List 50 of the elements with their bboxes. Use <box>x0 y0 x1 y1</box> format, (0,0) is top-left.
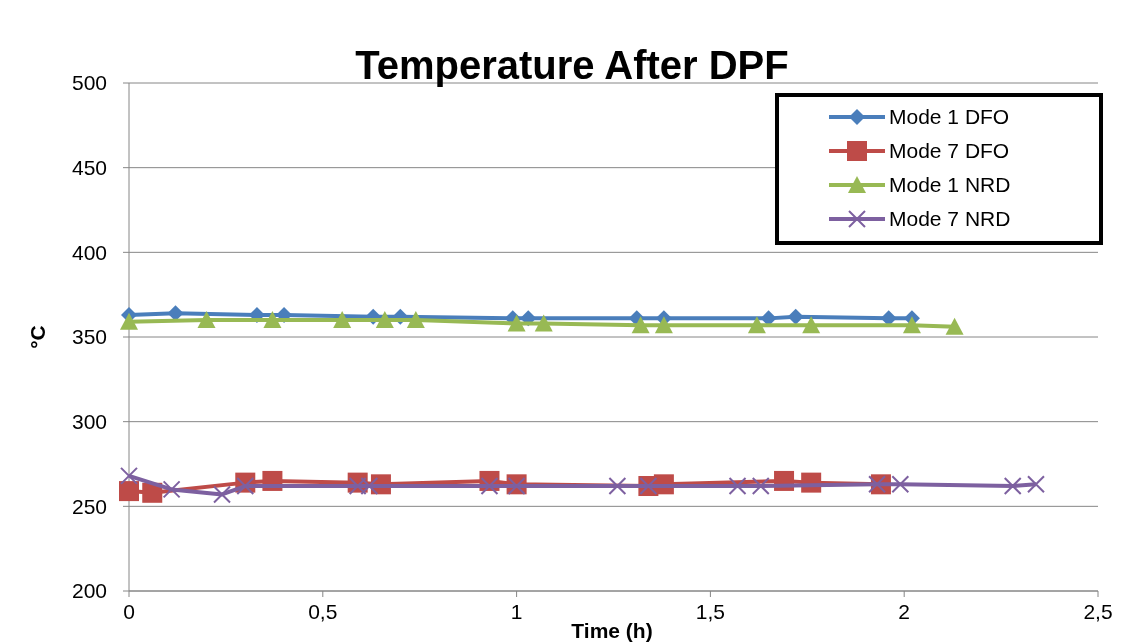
point <box>406 311 425 329</box>
point <box>480 477 499 496</box>
point <box>891 475 910 494</box>
point <box>360 477 379 496</box>
point <box>631 316 650 334</box>
y-tick-label: 300 <box>71 410 107 434</box>
x-tick-label: 2 <box>898 600 911 623</box>
y-tick-label: 500 <box>71 71 107 95</box>
point <box>945 317 964 335</box>
point <box>802 316 821 334</box>
point <box>902 316 921 334</box>
point <box>162 480 181 499</box>
point <box>120 312 138 330</box>
legend-label: Mode 7 DFO <box>889 139 1010 163</box>
point <box>263 311 282 329</box>
point <box>654 316 673 334</box>
legend-label: Mode 7 NRD <box>889 207 1011 231</box>
x-tick-label: 1 <box>510 600 523 623</box>
y-axis-title: °C <box>26 325 49 349</box>
point <box>751 477 770 496</box>
point <box>120 466 138 485</box>
legend-label: Mode 1 DFO <box>889 105 1010 129</box>
x-tick-label: 0,5 <box>308 600 338 623</box>
point <box>1026 475 1045 494</box>
y-tick-label: 400 <box>71 240 107 264</box>
point <box>333 311 352 329</box>
y-tick-label: 200 <box>71 579 107 603</box>
legend-label: Mode 1 NRD <box>889 173 1011 197</box>
point <box>375 311 394 329</box>
point <box>1003 477 1022 496</box>
point <box>787 308 804 325</box>
y-tick-label: 450 <box>71 156 107 180</box>
point <box>119 481 139 502</box>
point <box>507 314 526 332</box>
y-tick-label: 350 <box>71 325 107 349</box>
point <box>747 316 766 334</box>
point <box>348 477 367 496</box>
y-tick-label: 250 <box>71 494 107 518</box>
x-tick-label: 2,5 <box>1083 600 1113 623</box>
x-tick-label: 1,5 <box>695 600 725 623</box>
x-tick-label: 0 <box>123 600 135 623</box>
point <box>608 477 627 496</box>
point <box>236 477 255 496</box>
x-axis-title: Time (h) <box>571 619 653 642</box>
point <box>868 475 887 494</box>
point <box>197 311 216 329</box>
point <box>728 477 747 496</box>
point <box>534 314 553 332</box>
point <box>213 485 232 504</box>
chart-title: Temperature After DPF <box>355 43 789 87</box>
